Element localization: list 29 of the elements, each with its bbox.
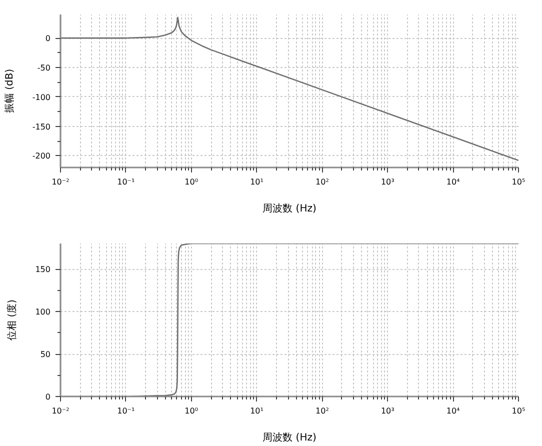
x-tick-label: 10⁵ [512,406,526,416]
x-tick-label: 10⁻¹ [117,178,135,186]
x-tick-label: 10³ [380,406,394,416]
x-tick-label: 10² [316,406,329,416]
x-tick-label: 10⁰ [184,406,198,416]
y-tick-label: 150 [35,265,51,274]
x-tick-label: 10⁻² [52,178,70,186]
x-tick-label: 10¹ [250,406,264,416]
x-tick-label: 10³ [380,178,394,186]
y-tick-label: 0 [45,392,51,402]
y-tick-label: -100 [32,92,50,102]
x-tick-label: 10⁴ [446,406,460,416]
y-tick-label: -200 [32,152,50,161]
x-tick-label: 10⁰ [184,178,198,186]
x-tick-label: 10⁵ [512,178,526,186]
x-tick-label: 10⁴ [446,178,460,186]
x-tick-label: 10¹ [250,178,264,186]
y-tick-label: -150 [32,122,50,132]
y-axis-title: 位相 (度) [6,299,18,340]
y-tick-label: 100 [35,308,51,316]
y-tick-label: -50 [37,63,51,72]
x-tick-label: 10⁻² [52,406,70,416]
y-tick-label: 0 [45,34,51,44]
y-axis-title: 振幅 (dB) [3,68,16,114]
x-tick-label: 10⁻¹ [117,406,135,416]
y-tick-label: 50 [40,350,51,359]
x-tick-label: 10² [316,178,329,186]
x-axis-title: 周波数 (Hz) [262,432,316,444]
x-axis-title: 周波数 (Hz) [262,202,316,214]
